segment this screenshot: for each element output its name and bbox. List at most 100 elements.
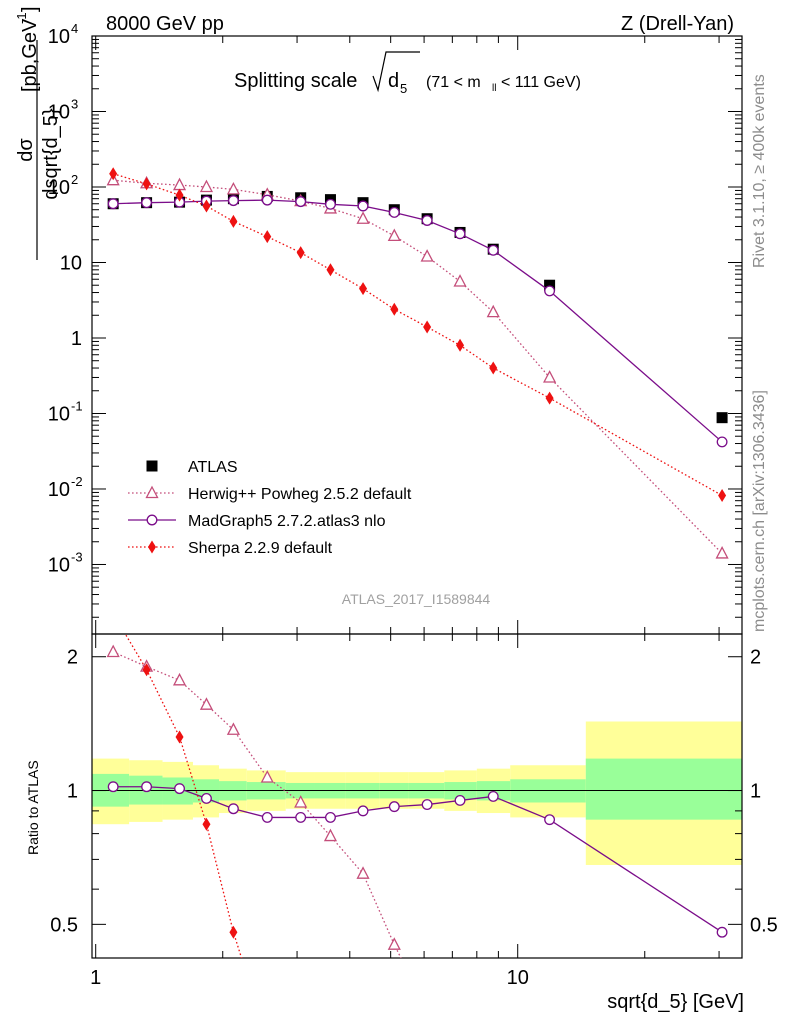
legend-marker — [146, 514, 158, 526]
header-right-label: Z (Drell-Yan) — [621, 13, 734, 35]
main-point — [453, 274, 467, 287]
main-y-tick-label-exp: 2 — [71, 172, 78, 187]
legend-entry: Sherpa 2.2.9 default — [128, 540, 333, 557]
ratio-point — [357, 805, 369, 817]
ratio-point — [174, 783, 185, 795]
main-point — [227, 195, 239, 207]
main-y-tick-label-base: 10 — [48, 101, 70, 123]
ratio-point — [323, 828, 338, 842]
ratio-point — [172, 672, 187, 686]
ratio-point — [716, 926, 728, 938]
main-point — [456, 338, 465, 352]
main-y-tick-label-base: 10 — [48, 479, 70, 501]
legend-label: MadGraph5 2.7.2.atlas3 nlo — [188, 513, 386, 530]
ratio-series-open-triangle — [106, 644, 433, 1015]
ratio-y-tick-label-right: 2 — [750, 647, 761, 669]
main-point — [142, 177, 151, 191]
legend-marker — [146, 460, 158, 472]
main-y-tick-label-base: 10 — [48, 403, 70, 425]
ylabel-unit-tail: ] — [19, 6, 41, 12]
ratio-point — [202, 817, 211, 831]
main-point — [295, 196, 307, 208]
main-y-tick-label: 10 -2 — [48, 474, 83, 501]
legend-marker — [148, 540, 156, 554]
main-y-tick-label-exp: -3 — [71, 549, 83, 564]
main-y-tick-label-base: 10 — [48, 26, 70, 48]
main-point — [388, 207, 400, 218]
band-inner-bin — [585, 758, 742, 820]
ratio-series-diamond — [109, 607, 243, 958]
ratio-point — [107, 781, 119, 793]
ratio-point — [422, 1004, 433, 1015]
main-point — [202, 199, 211, 213]
ratio-point — [141, 781, 153, 793]
main-point — [718, 488, 727, 502]
main-point — [545, 391, 554, 405]
x-tick-label: 10 — [507, 967, 529, 989]
ratio-point — [201, 792, 212, 804]
ylabel-denominator: dsqrt{d_5} — [40, 108, 62, 200]
main-point — [356, 211, 370, 224]
main-point — [489, 361, 498, 375]
main-point — [326, 263, 335, 277]
title-cut-text: (71 < m — [426, 74, 481, 91]
ylabel-numerator: dσ — [15, 138, 37, 162]
legend-label: Herwig++ Powheg 2.5.2 default — [188, 486, 412, 503]
mcplots-label: mcplots.cern.ch [arXiv:1306.3436] — [751, 390, 768, 632]
main-y-tick-label-base: 1 — [71, 328, 82, 350]
main-point — [454, 228, 466, 240]
main-y-tick-label: 10 -3 — [48, 549, 83, 576]
title-cut-tail: < 111 GeV) — [501, 74, 581, 91]
legend-entry: MadGraph5 2.7.2.atlas3 nlo — [128, 513, 386, 530]
main-y-tick-label: 10 -1 — [48, 398, 83, 425]
legend: ATLAS Herwig++ Powheg 2.5.2 default MadGra… — [128, 459, 412, 557]
rivet-version-label: Rivet 3.1.10, ≥ 400k events — [751, 74, 768, 268]
main-point — [423, 320, 432, 334]
main-point — [715, 546, 729, 559]
ratio-point — [109, 607, 117, 620]
main-point — [261, 194, 273, 206]
ratio-point — [142, 663, 151, 677]
x-tick-label: 1 — [90, 967, 101, 989]
ratio-point — [388, 801, 400, 813]
main-point — [199, 179, 214, 193]
main-point — [325, 198, 336, 210]
main-point — [175, 188, 184, 202]
title-main-text: Splitting scale — [234, 70, 357, 92]
legend-entry: ATLAS — [146, 459, 238, 476]
ratio-point — [356, 866, 370, 879]
main-y-tick-label-exp: 4 — [71, 21, 78, 36]
main-point — [544, 285, 556, 297]
main-y-tick-label-base: 10 — [48, 177, 70, 199]
ylabel-unit-sup: -1 — [14, 12, 29, 24]
legend-label: Sherpa 2.2.9 default — [188, 540, 333, 557]
ratio-point — [387, 937, 401, 950]
main-point — [544, 279, 556, 291]
legend-label: ATLAS — [188, 459, 238, 476]
main-point — [387, 228, 401, 242]
main-point — [421, 215, 433, 226]
main-point — [226, 181, 240, 195]
main-point — [716, 412, 728, 424]
ratio-point — [226, 722, 240, 735]
ratio-point — [261, 811, 273, 823]
main-y-axis-label: dσ dsqrt{d_5} [pb,GeV -1 ] — [14, 6, 62, 260]
main-point — [543, 370, 557, 383]
main-series-line — [113, 199, 723, 443]
ratio-point — [106, 644, 120, 658]
main-point — [263, 230, 272, 244]
title-cut-subscript: ll — [492, 83, 496, 94]
analysis-id-label: ATLAS_2017_I1589844 — [342, 591, 491, 607]
main-point — [487, 244, 499, 256]
title-sqrt-sign — [372, 51, 420, 93]
ratio-panel: 1 10 0.5 0.5 1 1 2 2 — [50, 607, 778, 1015]
ratio-frame — [91, 633, 743, 959]
ratio-y-tick-label-left: 1 — [67, 781, 78, 803]
ratio-y-tick-label-right: 1 — [750, 781, 761, 803]
ratio-point — [175, 730, 184, 744]
ratio-point — [227, 803, 239, 815]
ratio-point — [421, 799, 433, 810]
main-y-tick-label: 1 — [71, 328, 82, 350]
